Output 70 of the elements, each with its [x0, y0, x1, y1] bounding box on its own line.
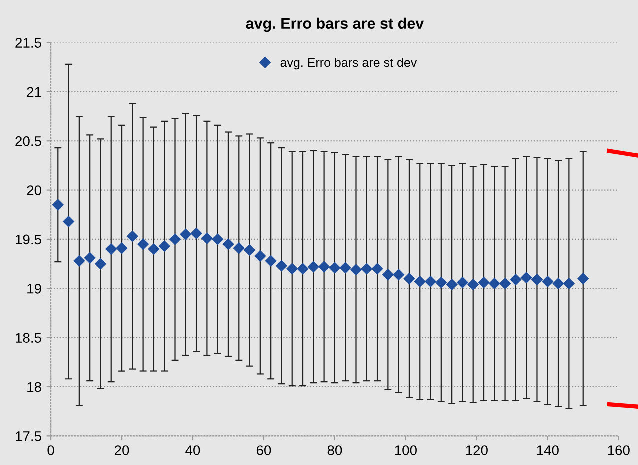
point [578, 273, 589, 284]
point [159, 240, 170, 252]
point [212, 234, 224, 246]
x-tick-label: 60 [256, 446, 272, 456]
y-tick-label: 19 [28, 284, 42, 294]
point [532, 274, 543, 286]
y-tick-label: 19.5 [16, 234, 42, 245]
point [265, 256, 277, 267]
point [436, 277, 448, 288]
x-tick-label: 40 [186, 446, 200, 456]
point [489, 278, 500, 290]
x-tick-label: 20 [114, 446, 130, 456]
y-tick-label: 18.5 [16, 333, 42, 343]
point [74, 256, 86, 267]
point [254, 250, 266, 262]
point [106, 244, 117, 255]
x-tick-label: 100 [395, 446, 417, 456]
point [138, 238, 149, 250]
point [276, 260, 288, 272]
chart-title: avg. Erro bars are st dev [246, 18, 424, 32]
x-tick-label: 160 [608, 446, 630, 456]
point [329, 262, 341, 274]
point [340, 262, 352, 274]
point [404, 273, 416, 284]
x-tick-label: 0 [48, 446, 54, 456]
point [457, 277, 468, 288]
point [170, 234, 181, 246]
point [190, 228, 202, 240]
point [393, 269, 404, 280]
point [446, 279, 458, 290]
point [202, 232, 213, 244]
legend-label: avg. Erro bars are st dev [280, 58, 418, 70]
point [63, 216, 74, 228]
point [52, 199, 64, 211]
point [382, 269, 394, 280]
x-tick-label: 80 [328, 446, 342, 456]
x-tick-label: 120 [466, 446, 488, 456]
y-tick-label: 20 [27, 186, 42, 196]
point [468, 279, 479, 290]
y-tick-label: 21.5 [16, 38, 42, 48]
point [180, 228, 192, 240]
point [542, 276, 554, 288]
point [308, 261, 320, 273]
point [95, 258, 106, 270]
point [297, 263, 309, 275]
point [372, 263, 384, 275]
point [127, 230, 138, 242]
point [350, 264, 362, 276]
point [222, 238, 234, 250]
point [414, 276, 426, 288]
point [286, 263, 298, 275]
point [84, 252, 96, 264]
y-tick-label: 20.5 [16, 136, 42, 146]
point [244, 244, 256, 256]
point [478, 277, 490, 288]
point [520, 272, 532, 284]
y-tick-label: 17.5 [16, 432, 42, 442]
point [318, 261, 330, 273]
point [425, 276, 436, 288]
point [234, 242, 245, 254]
y-tick-label: 21 [27, 87, 42, 97]
point [361, 263, 372, 275]
point [116, 242, 128, 254]
point [552, 278, 564, 290]
point [148, 244, 160, 255]
point [510, 274, 522, 286]
x-tick-label: 140 [537, 446, 559, 456]
y-tick-label: 18 [28, 382, 42, 392]
point [500, 278, 511, 290]
point [564, 278, 575, 290]
